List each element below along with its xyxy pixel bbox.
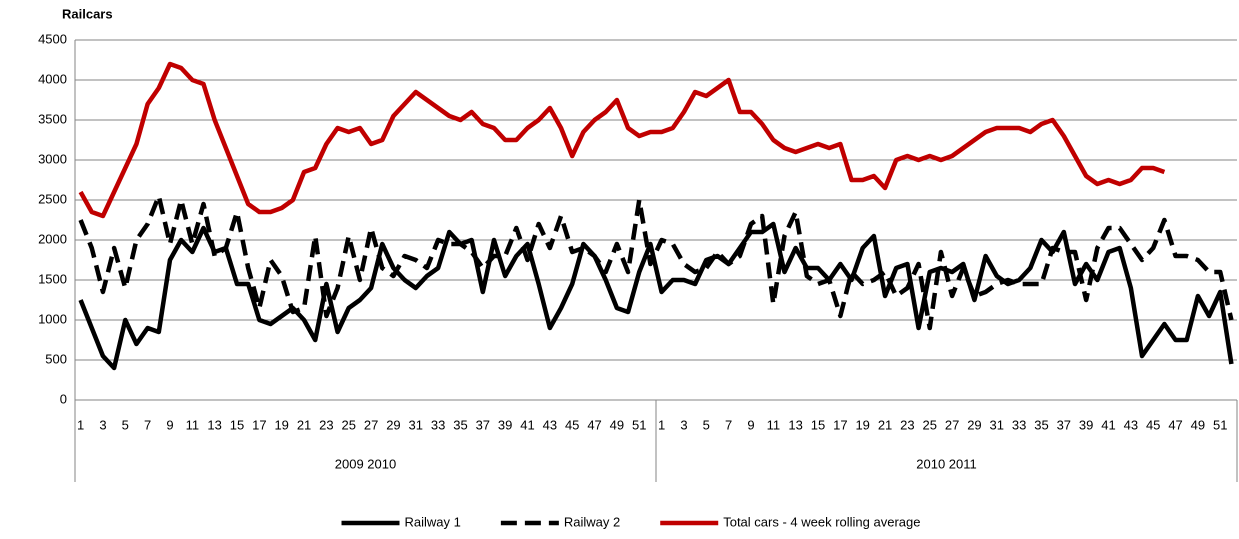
x-tick-label: 11 xyxy=(767,417,781,432)
x-tick-label: 23 xyxy=(900,417,914,432)
x-tick-label: 35 xyxy=(1034,417,1048,432)
y-tick-label: 0 xyxy=(60,391,67,406)
legend-label: Railway 2 xyxy=(564,514,620,529)
x-tick-label: 23 xyxy=(319,417,333,432)
x-tick-label: 13 xyxy=(207,417,221,432)
x-tick-label: 15 xyxy=(811,417,825,432)
x-tick-label: 11 xyxy=(186,417,200,432)
x-tick-label: 15 xyxy=(230,417,244,432)
x-tick-label: 21 xyxy=(878,417,892,432)
y-axis-title: Railcars xyxy=(62,6,113,21)
x-tick-label: 5 xyxy=(122,417,129,432)
x-tick-label: 39 xyxy=(498,417,512,432)
legend-label: Railway 1 xyxy=(405,514,461,529)
y-tick-label: 2000 xyxy=(38,231,67,246)
x-tick-label: 7 xyxy=(144,417,151,432)
y-tick-label: 3000 xyxy=(38,151,67,166)
y-tick-label: 4000 xyxy=(38,71,67,86)
x-tick-label: 3 xyxy=(680,417,687,432)
y-tick-label: 4500 xyxy=(38,31,67,46)
x-tick-label: 27 xyxy=(364,417,378,432)
x-tick-label: 47 xyxy=(1168,417,1182,432)
line-series xyxy=(78,61,1166,219)
x-tick-label: 1 xyxy=(77,417,84,432)
x-tick-label: 31 xyxy=(409,417,423,432)
x-tick-label: 29 xyxy=(967,417,981,432)
x-tick-label: 27 xyxy=(945,417,959,432)
y-tick-label: 1500 xyxy=(38,271,67,286)
x-tick-label: 51 xyxy=(632,417,646,432)
x-tick-label: 33 xyxy=(1012,417,1026,432)
x-tick-label: 9 xyxy=(166,417,173,432)
y-tick-label: 500 xyxy=(45,351,67,366)
x-tick-label: 43 xyxy=(543,417,557,432)
x-tick-label: 51 xyxy=(1213,417,1227,432)
y-tick-label: 1000 xyxy=(38,311,67,326)
line-series xyxy=(78,193,1234,331)
x-tick-label: 47 xyxy=(587,417,601,432)
x-tick-label: 33 xyxy=(431,417,445,432)
x-tick-label: 31 xyxy=(990,417,1004,432)
x-group-label: 2009 2010 xyxy=(335,456,396,471)
x-tick-label: 19 xyxy=(855,417,869,432)
x-tick-label: 3 xyxy=(99,417,106,432)
x-tick-label: 5 xyxy=(703,417,710,432)
x-tick-label: 35 xyxy=(453,417,467,432)
x-tick-label: 49 xyxy=(1191,417,1205,432)
x-tick-label: 41 xyxy=(1101,417,1115,432)
y-tick-label: 2500 xyxy=(38,191,67,206)
x-tick-label: 29 xyxy=(386,417,400,432)
x-tick-label: 1 xyxy=(658,417,665,432)
x-tick-label: 45 xyxy=(565,417,579,432)
x-tick-label: 25 xyxy=(923,417,937,432)
x-tick-label: 39 xyxy=(1079,417,1093,432)
x-tick-label: 49 xyxy=(610,417,624,432)
x-tick-label: 25 xyxy=(342,417,356,432)
x-tick-label: 17 xyxy=(833,417,847,432)
x-tick-label: 9 xyxy=(747,417,754,432)
x-tick-label: 13 xyxy=(788,417,802,432)
x-tick-label: 7 xyxy=(725,417,732,432)
x-tick-label: 41 xyxy=(520,417,534,432)
x-tick-label: 21 xyxy=(297,417,311,432)
legend-label: Total cars - 4 week rolling average xyxy=(723,514,920,529)
x-tick-label: 37 xyxy=(476,417,490,432)
x-tick-label: 37 xyxy=(1057,417,1071,432)
x-tick-label: 17 xyxy=(252,417,266,432)
x-tick-label: 45 xyxy=(1146,417,1160,432)
y-tick-label: 3500 xyxy=(38,111,67,126)
x-tick-label: 43 xyxy=(1124,417,1138,432)
line-series xyxy=(78,221,1234,371)
x-group-label: 2010 2011 xyxy=(916,456,977,471)
x-tick-label: 19 xyxy=(274,417,288,432)
